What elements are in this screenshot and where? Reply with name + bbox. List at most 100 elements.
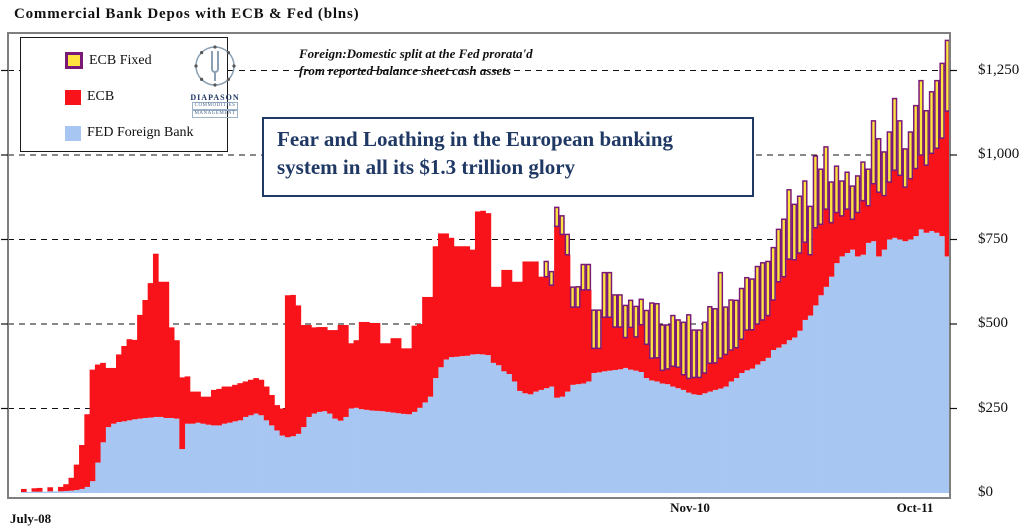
bar-fed bbox=[649, 380, 655, 493]
bar-fed bbox=[765, 357, 771, 493]
bar-fed bbox=[496, 365, 502, 493]
bar-ecb bbox=[907, 178, 914, 240]
bar-fed bbox=[158, 416, 164, 493]
bar-fed bbox=[184, 423, 191, 493]
note-line-1: Foreign:Domestic split at the Fed prorat… bbox=[299, 46, 533, 61]
bar-fed bbox=[670, 386, 676, 493]
bar-ecb bbox=[723, 354, 729, 387]
bar-ecb-fixed bbox=[928, 91, 935, 155]
bar-fed bbox=[300, 427, 307, 493]
bar-fed bbox=[390, 412, 397, 493]
bar-ecb-fixed bbox=[585, 263, 592, 291]
bar-fed bbox=[759, 361, 766, 493]
bar-fed bbox=[601, 371, 608, 493]
bar-ecb bbox=[601, 317, 608, 372]
bar-fed bbox=[791, 337, 798, 493]
bar-fed bbox=[21, 491, 27, 493]
bar-ecb bbox=[21, 488, 27, 492]
bar-fed bbox=[522, 393, 529, 493]
bar-ecb bbox=[411, 325, 418, 412]
annotation-box: Fear and Loathing in the European bankin… bbox=[262, 117, 754, 197]
bar-ecb bbox=[321, 327, 328, 412]
y-tick-label: $750 bbox=[978, 230, 1008, 247]
bar-ecb bbox=[284, 295, 291, 438]
bar-fed bbox=[353, 407, 360, 493]
bar-fed bbox=[84, 486, 91, 493]
bar-fed bbox=[100, 442, 106, 493]
bar-fed bbox=[686, 392, 692, 493]
bar-fed bbox=[517, 390, 523, 493]
bar-ecb bbox=[68, 477, 75, 491]
bar-ecb-fixed bbox=[601, 271, 607, 318]
bar-ecb bbox=[211, 389, 217, 426]
bar-fed bbox=[781, 344, 787, 493]
legend-item-fed-foreign-bank: FED Foreign Bank bbox=[65, 125, 194, 141]
bar-fed bbox=[306, 416, 312, 493]
bar-ecb-fixed bbox=[680, 321, 687, 376]
bar-fed bbox=[606, 370, 613, 493]
bar-ecb bbox=[496, 286, 502, 366]
bar-fed bbox=[828, 276, 835, 493]
bar-ecb bbox=[944, 111, 951, 257]
bar-fed bbox=[891, 237, 898, 493]
bar-fed bbox=[94, 462, 101, 493]
bar-ecb-fixed bbox=[849, 185, 856, 220]
bar-ecb bbox=[121, 345, 127, 422]
bar-ecb bbox=[754, 324, 761, 365]
bar-ecb bbox=[654, 357, 661, 382]
bar-ecb-fixed bbox=[876, 138, 882, 193]
bar-fed bbox=[696, 394, 703, 493]
bar-ecb bbox=[300, 325, 307, 428]
bar-ecb bbox=[818, 224, 824, 296]
bar-fed bbox=[42, 491, 48, 493]
bar-fed bbox=[316, 411, 323, 493]
bar-ecb bbox=[63, 484, 69, 491]
bar-fed bbox=[374, 410, 381, 493]
bar-ecb-fixed bbox=[627, 299, 634, 329]
bar-ecb bbox=[849, 219, 856, 250]
bar-ecb-fixed bbox=[844, 171, 850, 210]
bar-ecb bbox=[585, 289, 592, 382]
bar-ecb-fixed bbox=[733, 299, 739, 349]
bar-ecb-fixed bbox=[759, 262, 766, 321]
bar-fed bbox=[591, 373, 597, 493]
bar-fed bbox=[633, 370, 639, 493]
bar-ecb-fixed bbox=[775, 228, 782, 283]
bar-fed bbox=[490, 362, 497, 493]
bar-fed bbox=[543, 388, 550, 493]
diapason-logo: DIAPASON COMMODITIES MANAGEMENT bbox=[186, 42, 244, 118]
bar-ecb-fixed bbox=[897, 120, 903, 177]
bar-ecb-fixed bbox=[749, 278, 755, 331]
bar-ecb bbox=[501, 269, 508, 372]
bar-ecb bbox=[612, 327, 618, 370]
bar-ecb bbox=[437, 233, 444, 368]
bar-fed bbox=[913, 236, 919, 493]
bar-ecb-fixed bbox=[591, 309, 597, 350]
bar-fed bbox=[664, 384, 671, 493]
bar-ecb-fixed bbox=[633, 305, 639, 338]
bar-ecb bbox=[559, 234, 566, 397]
bar-ecb-fixed bbox=[617, 294, 623, 328]
bar-ecb-fixed bbox=[765, 260, 771, 317]
bar-fed bbox=[918, 229, 925, 494]
bar-ecb bbox=[137, 314, 143, 419]
bar-ecb bbox=[643, 344, 650, 379]
legend-label-ecb-fixed: ECB Fixed bbox=[89, 52, 152, 68]
bar-fed bbox=[865, 242, 872, 493]
bar-ecb-fixed bbox=[907, 131, 914, 180]
bar-ecb bbox=[84, 414, 91, 487]
bar-ecb bbox=[131, 339, 138, 420]
bar-fed bbox=[284, 437, 291, 493]
bar-ecb bbox=[728, 350, 734, 382]
bar-ecb bbox=[765, 315, 771, 358]
bar-ecb-fixed bbox=[701, 321, 708, 374]
bar-ecb bbox=[116, 354, 122, 423]
bar-ecb bbox=[205, 396, 212, 425]
bar-ecb bbox=[791, 259, 798, 338]
bar-ecb bbox=[57, 486, 64, 492]
bar-ecb bbox=[242, 381, 249, 417]
bar-ecb bbox=[733, 347, 740, 379]
bar-ecb bbox=[168, 327, 175, 418]
bar-fed bbox=[416, 407, 423, 493]
